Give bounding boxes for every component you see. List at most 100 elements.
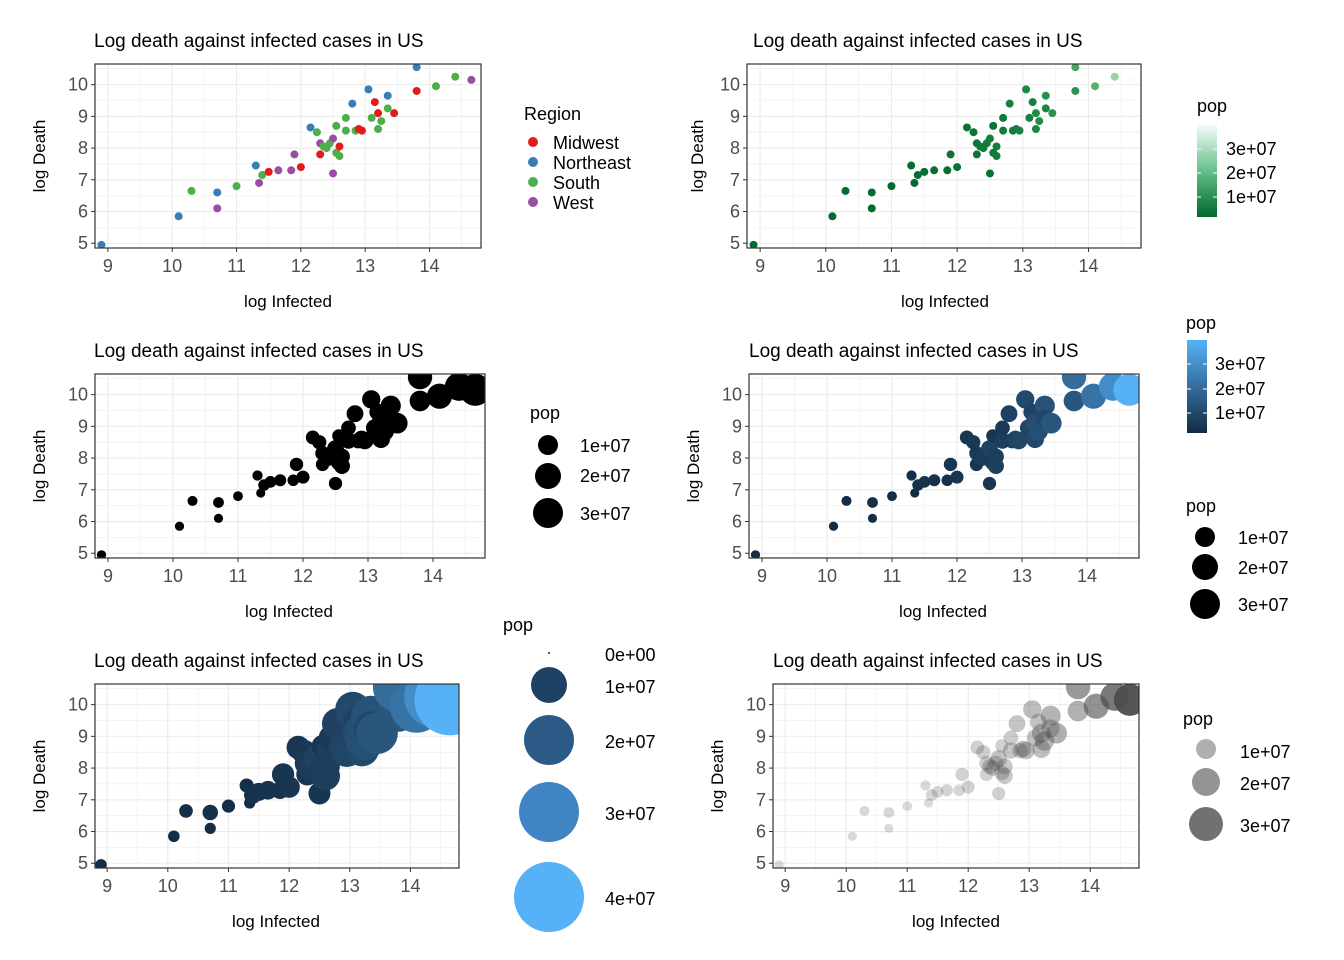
y-tick-label: 10 bbox=[722, 385, 742, 405]
data-point bbox=[1040, 705, 1061, 726]
x-tick-label: 10 bbox=[162, 256, 182, 276]
data-point bbox=[312, 128, 321, 137]
data-point bbox=[992, 152, 1001, 160]
legend-region: Region Midwest Northeast South West bbox=[524, 104, 631, 213]
legend-key-small bbox=[1195, 527, 1215, 547]
points-layer bbox=[95, 684, 459, 868]
data-point bbox=[918, 475, 931, 488]
data-point bbox=[1025, 113, 1034, 122]
data-point bbox=[364, 85, 373, 94]
data-point bbox=[1065, 684, 1091, 700]
panel-size-blue: Log death against infected cases in US 9… bbox=[684, 313, 1289, 621]
data-point bbox=[451, 72, 460, 81]
x-tick-label: 11 bbox=[229, 566, 248, 586]
y-axis-title: log Death bbox=[708, 740, 727, 813]
panel-border bbox=[94, 373, 486, 559]
data-point bbox=[1012, 742, 1028, 759]
data-point bbox=[370, 98, 379, 107]
x-tick-label: 9 bbox=[757, 566, 767, 586]
data-point bbox=[841, 495, 852, 506]
axis-ticks: 9 10 11 12 13 14 5 6 7 8 9 10 bbox=[720, 75, 1099, 276]
points-layer bbox=[750, 374, 1139, 558]
data-point bbox=[407, 374, 433, 390]
data-point bbox=[1061, 374, 1087, 390]
data-point bbox=[356, 431, 374, 450]
legend-label: 1e+07 bbox=[580, 436, 631, 456]
y-axis-title: log Death bbox=[30, 120, 49, 193]
y-tick-label: 7 bbox=[78, 790, 88, 810]
y-tick-label: 10 bbox=[68, 385, 88, 405]
data-point bbox=[1003, 730, 1019, 746]
data-point bbox=[367, 113, 376, 122]
data-point bbox=[278, 776, 300, 798]
data-point bbox=[1000, 405, 1018, 423]
data-point bbox=[97, 240, 106, 248]
axis-ticks: 9 10 11 12 13 14 5 6 7 8 9 10 bbox=[68, 385, 443, 586]
data-point bbox=[264, 475, 277, 488]
data-point bbox=[982, 476, 997, 491]
data-point bbox=[920, 780, 931, 791]
data-point bbox=[749, 240, 758, 248]
data-point bbox=[910, 178, 919, 187]
data-point bbox=[946, 150, 955, 159]
data-point bbox=[213, 188, 222, 197]
legend-label: 2e+07 bbox=[1215, 379, 1266, 399]
data-point bbox=[221, 799, 236, 813]
data-point bbox=[828, 212, 837, 221]
x-tick-label: 9 bbox=[103, 566, 113, 586]
data-point bbox=[312, 435, 327, 450]
legend-key-midwest bbox=[528, 137, 538, 147]
legend-key-1 bbox=[531, 667, 567, 703]
y-axis-title: log Death bbox=[30, 740, 49, 813]
chart-title: Log death against infected cases in US bbox=[94, 341, 424, 362]
data-point bbox=[213, 204, 222, 213]
panel-border bbox=[94, 63, 482, 249]
legend-label: 3e+07 bbox=[1240, 816, 1291, 836]
data-point bbox=[1041, 91, 1050, 100]
panel-background bbox=[95, 64, 481, 248]
data-point bbox=[96, 550, 107, 558]
data-point bbox=[289, 457, 304, 472]
chart-title: Log death against infected cases in US bbox=[749, 341, 1079, 362]
data-point bbox=[1034, 395, 1055, 416]
data-point bbox=[187, 186, 196, 195]
y-tick-label: 9 bbox=[78, 106, 88, 126]
legend-label: 3e+07 bbox=[1226, 139, 1277, 159]
y-tick-label: 6 bbox=[78, 202, 88, 222]
legend-size-blue: pop 1e+07 2e+07 3e+07 bbox=[1186, 496, 1289, 619]
data-point bbox=[1008, 715, 1026, 733]
grid bbox=[95, 64, 481, 248]
data-point bbox=[913, 171, 922, 180]
legend-title: pop bbox=[530, 403, 560, 423]
data-point bbox=[994, 765, 1010, 781]
colorbar bbox=[1197, 124, 1217, 217]
grid bbox=[95, 374, 485, 558]
data-point bbox=[970, 740, 985, 755]
legend-label: 1e+07 bbox=[1238, 528, 1289, 548]
data-point bbox=[1017, 741, 1035, 760]
x-tick-label: 14 bbox=[1077, 566, 1097, 586]
x-tick-label: 13 bbox=[1019, 876, 1039, 896]
x-tick-label: 13 bbox=[358, 566, 378, 586]
data-point bbox=[332, 121, 341, 130]
legend-label: 2e+07 bbox=[605, 732, 656, 752]
legend-key-3 bbox=[519, 782, 579, 842]
axis-ticks: 9 10 11 12 13 14 5 6 7 8 9 10 bbox=[68, 75, 440, 276]
data-point bbox=[867, 513, 878, 523]
legend-label: 1e+07 bbox=[1240, 742, 1291, 762]
data-point bbox=[174, 212, 183, 221]
data-point bbox=[987, 755, 1004, 772]
data-point bbox=[1014, 740, 1032, 758]
data-point bbox=[335, 152, 344, 160]
legend-label: 2e+07 bbox=[1240, 774, 1291, 794]
y-tick-label: 10 bbox=[746, 695, 766, 715]
data-point bbox=[287, 474, 300, 487]
panel-border bbox=[94, 683, 460, 869]
data-point bbox=[982, 759, 998, 774]
legend-label: 3e+07 bbox=[1215, 354, 1266, 374]
x-axis-title: log Infected bbox=[245, 602, 333, 621]
points-layer bbox=[749, 64, 1136, 248]
y-tick-label: 5 bbox=[730, 233, 740, 253]
x-tick-label: 12 bbox=[947, 256, 967, 276]
legend-key-0 bbox=[548, 652, 550, 654]
